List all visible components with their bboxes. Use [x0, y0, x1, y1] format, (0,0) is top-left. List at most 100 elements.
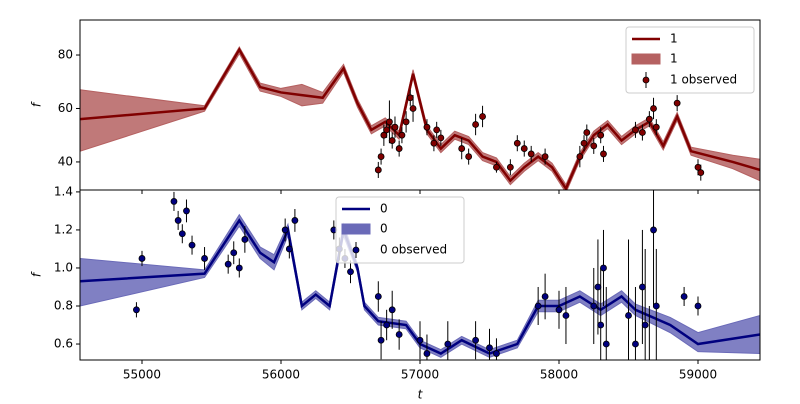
observed-point: [347, 268, 354, 276]
observed-point: [395, 145, 403, 152]
observed-point: [600, 150, 607, 158]
observed-point: [377, 153, 385, 160]
y-tick-label: 80: [58, 48, 73, 62]
x-tick-label: 55000: [123, 368, 161, 382]
observed-point: [241, 236, 249, 243]
observed-point: [673, 99, 681, 107]
line: [80, 218, 760, 355]
legend-label: 0: [380, 222, 388, 236]
observed-point: [597, 131, 605, 139]
observed-point: [458, 145, 466, 152]
observed-point: [377, 336, 385, 344]
observed-point: [594, 283, 602, 291]
observed-point: [138, 255, 146, 262]
observed-point: [291, 217, 299, 224]
legend-label: 1 observed: [670, 73, 737, 87]
observed-point: [472, 336, 480, 344]
y-tick-label: 0.8: [54, 298, 73, 312]
y-axis-label: f: [30, 101, 44, 107]
legend: 1 1 1 observed: [625, 26, 755, 94]
observed-point: [597, 321, 605, 329]
x-tick-label: 57000: [401, 368, 439, 382]
observed-point: [650, 105, 657, 112]
observed-point: [652, 302, 660, 310]
observed-point: [590, 142, 598, 150]
observed-point: [650, 226, 657, 234]
x-tick-label: 59000: [679, 368, 717, 382]
confidence-band: [80, 46, 760, 190]
observed-point: [388, 306, 396, 314]
observed-point: [632, 340, 639, 348]
observed-point: [506, 163, 514, 171]
observed-point: [235, 264, 243, 272]
observed-point: [406, 94, 414, 102]
observed-point: [465, 153, 473, 160]
line: [80, 47, 760, 190]
observed-point: [555, 306, 563, 314]
observed-point: [625, 312, 632, 319]
observed-point: [562, 312, 570, 319]
observed-point: [398, 131, 406, 139]
observed-point: [402, 118, 410, 126]
observed-point: [694, 302, 702, 310]
y-tick-label: 1.4: [54, 184, 73, 198]
observed-point: [541, 153, 549, 160]
observed-point: [174, 217, 182, 224]
observed-point: [580, 139, 588, 147]
observed-point: [183, 207, 190, 215]
observed-point: [541, 293, 549, 300]
legend-label: 0 observed: [380, 243, 447, 257]
legend-label: 1: [670, 52, 678, 66]
observed-point: [423, 350, 431, 357]
observed-point: [188, 241, 196, 249]
observed-point: [170, 198, 178, 205]
observed-point: [383, 321, 391, 329]
legend-label: 1: [670, 32, 678, 46]
observed-point: [224, 260, 232, 268]
observed-point: [386, 118, 393, 126]
observed-point: [639, 283, 646, 291]
legend-band: [341, 223, 371, 235]
observed-point: [430, 139, 438, 147]
observed-point: [444, 340, 452, 348]
legend-box: [335, 196, 465, 264]
observed-point: [437, 134, 445, 142]
observed-point: [201, 255, 208, 262]
plot-area: [80, 190, 760, 360]
observed-point: [697, 169, 705, 177]
x-tick-label: 56000: [262, 368, 300, 382]
observed-point: [178, 230, 186, 238]
observed-point: [513, 139, 521, 147]
observed-point: [133, 306, 140, 314]
legend-marker: [642, 76, 650, 84]
observed-point: [527, 150, 535, 158]
observed-point: [472, 121, 480, 128]
legend-label: 0: [380, 202, 388, 216]
plot-area: [80, 46, 760, 190]
y-tick-label: 1.0: [54, 260, 73, 274]
observed-point: [285, 245, 293, 253]
legend-box: [625, 26, 755, 94]
observed-point: [374, 166, 382, 174]
observed-point: [409, 105, 417, 112]
observed-point: [534, 302, 542, 310]
observed-point: [647, 359, 651, 360]
observed-point: [590, 302, 598, 310]
legend-band: [631, 53, 661, 65]
legend-marker: [352, 246, 360, 254]
x-tick-label: 58000: [540, 368, 578, 382]
observed-point: [380, 131, 388, 139]
observed-point: [680, 293, 688, 300]
y-tick-label: 0.6: [54, 337, 73, 351]
y-tick-label: 60: [58, 101, 73, 115]
observed-point: [479, 113, 486, 120]
observed-point: [493, 350, 500, 357]
observed-point: [639, 129, 646, 136]
observed-point: [374, 293, 382, 300]
observed-point: [423, 123, 431, 131]
observed-point: [395, 331, 403, 338]
observed-point: [486, 344, 493, 352]
y-tick-label: 1.2: [54, 222, 73, 236]
observed-point: [600, 264, 607, 272]
